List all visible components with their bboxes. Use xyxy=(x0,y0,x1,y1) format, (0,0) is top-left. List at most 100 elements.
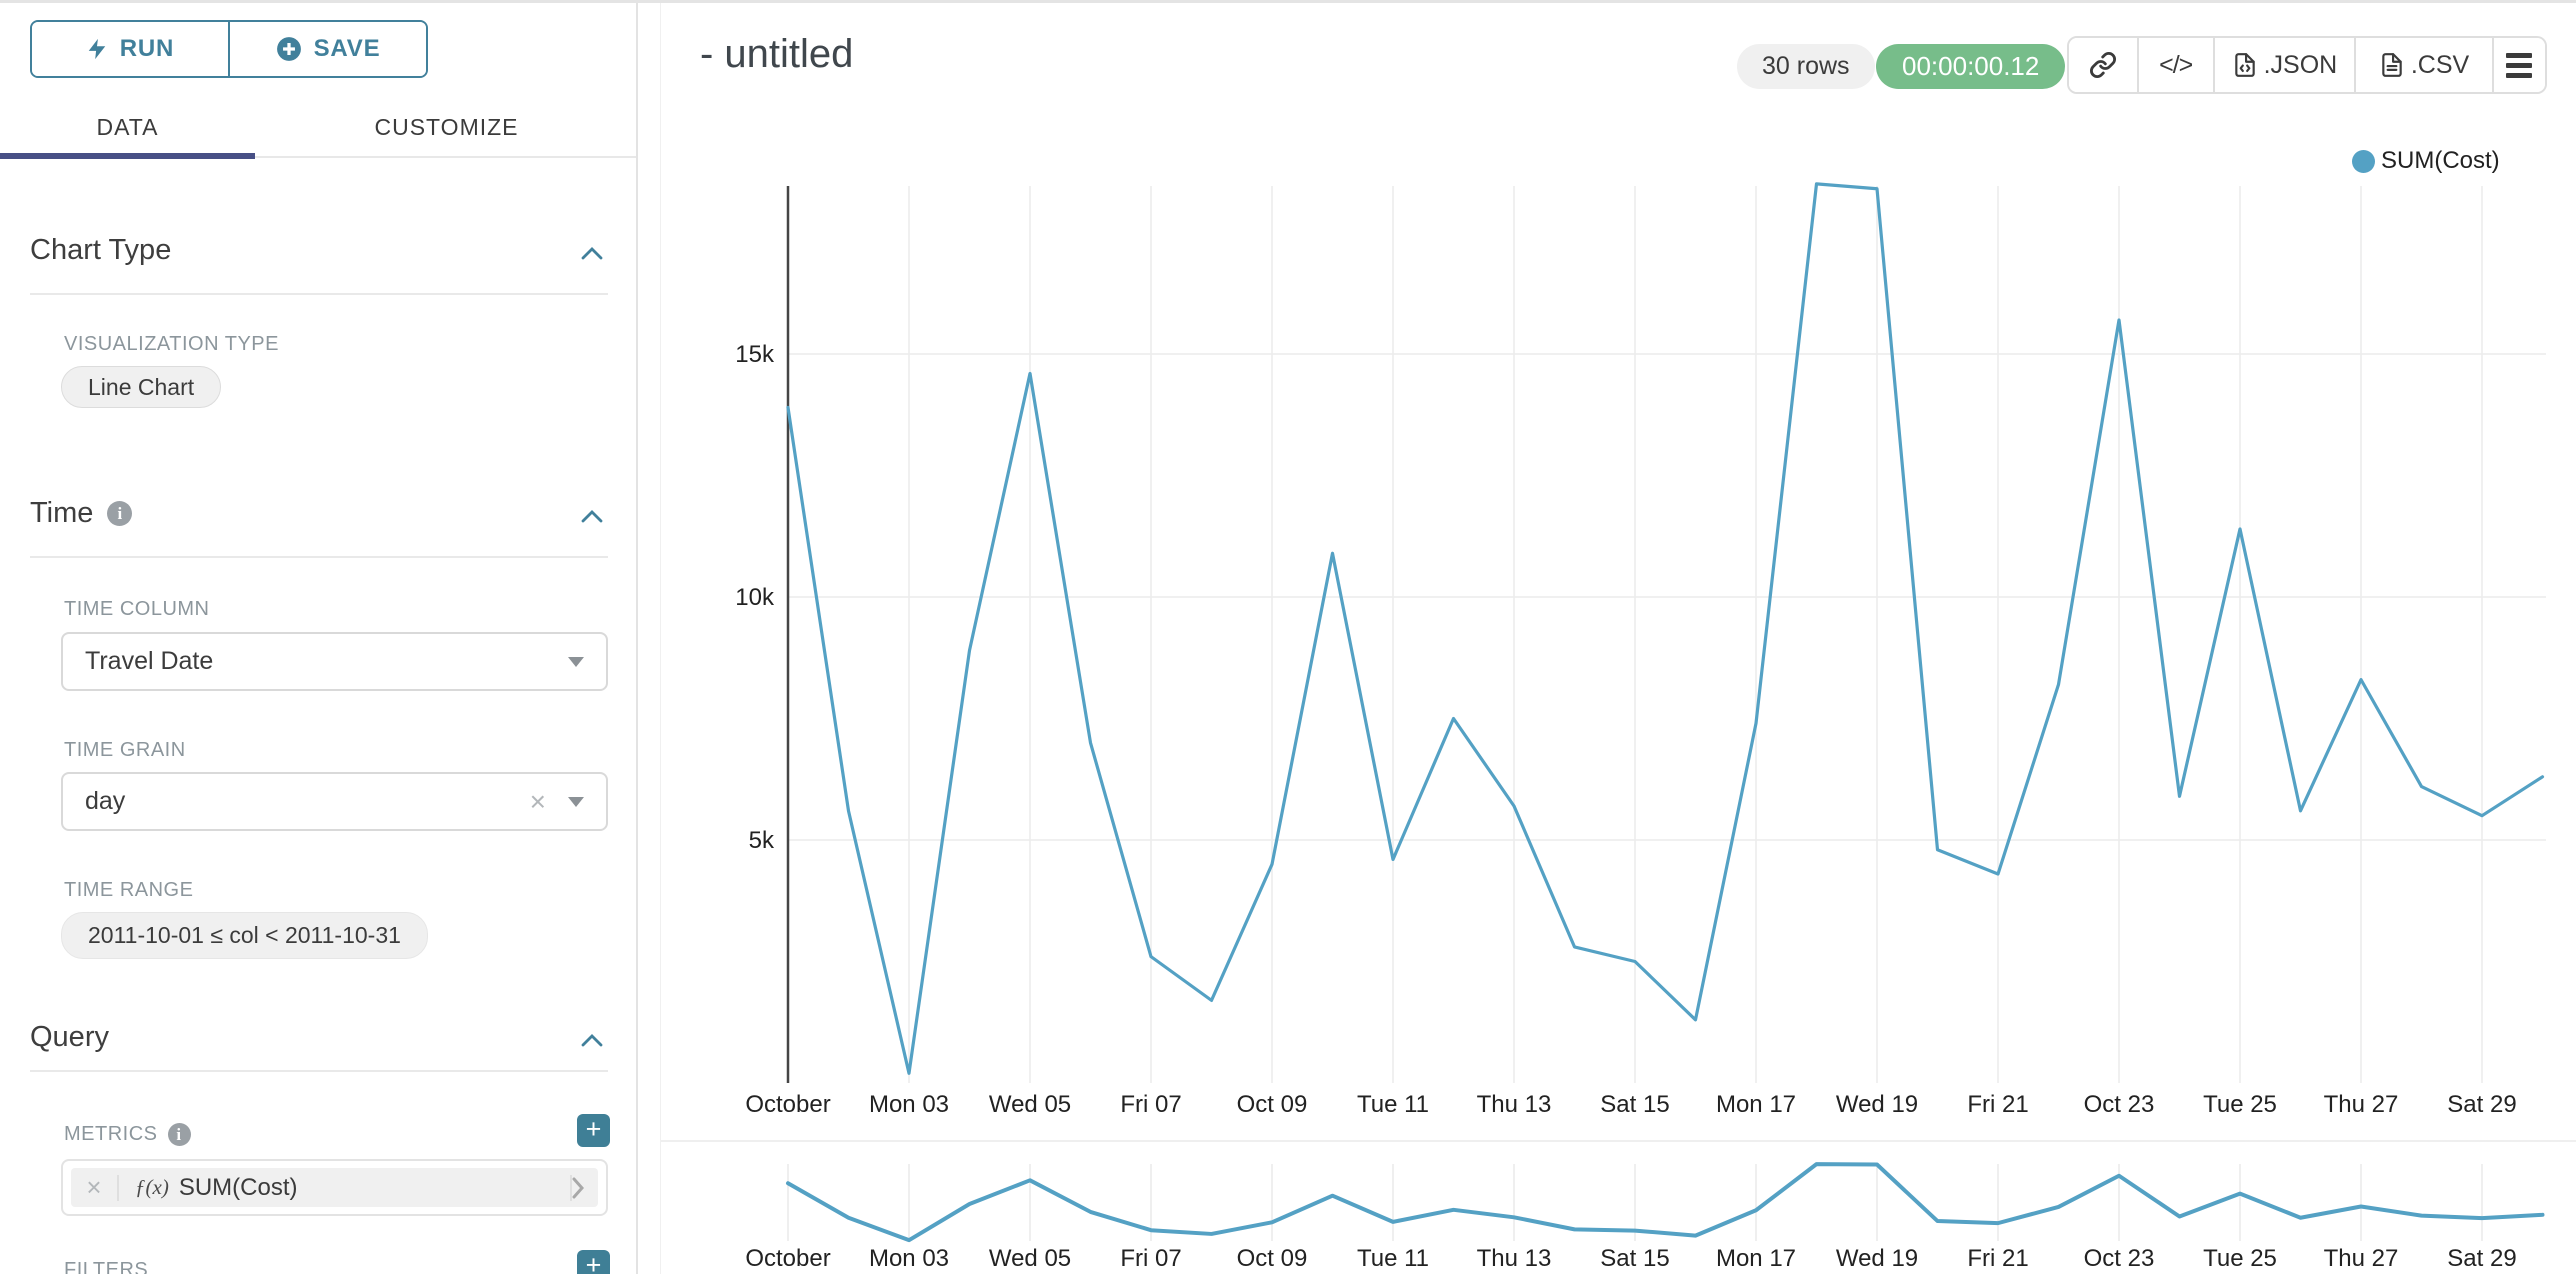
metrics-label: METRICS xyxy=(64,1123,158,1145)
group-divider xyxy=(2136,38,2139,92)
tab-customize[interactable]: CUSTOMIZE xyxy=(374,114,519,140)
svg-text:Mon 17: Mon 17 xyxy=(1716,1091,1796,1118)
legend-label: SUM(Cost) xyxy=(2381,147,2500,174)
link-icon xyxy=(2089,52,2116,78)
chart-legend[interactable]: SUM(Cost) xyxy=(2352,147,2500,175)
section-chart-type-title: Chart Type xyxy=(30,234,172,266)
metrics-label-row: METRICS i xyxy=(64,1123,191,1146)
run-button[interactable]: RUN xyxy=(32,22,228,76)
time-range-value[interactable]: 2011-10-01 ≤ col < 2011-10-31 xyxy=(61,912,428,959)
svg-text:Oct 23: Oct 23 xyxy=(2084,1245,2155,1272)
group-divider xyxy=(2354,38,2357,92)
save-button[interactable]: SAVE xyxy=(230,22,426,76)
control-sidebar: RUN SAVE DATA CUSTOMIZE Chart Type VISUA… xyxy=(0,3,638,1274)
export-button-group: </> .JSON .CSV xyxy=(2067,36,2547,94)
file-code-icon xyxy=(2234,53,2255,77)
view-query-button[interactable]: </> xyxy=(2138,38,2213,92)
svg-text:Oct 23: Oct 23 xyxy=(2084,1091,2155,1118)
svg-text:Fri 07: Fri 07 xyxy=(1120,1245,1181,1272)
menu-button[interactable] xyxy=(2493,38,2545,92)
svg-text:Sat 15: Sat 15 xyxy=(1600,1091,1669,1118)
svg-text:Fri 21: Fri 21 xyxy=(1967,1245,2028,1272)
metric-value: SUM(Cost) xyxy=(178,1173,298,1201)
time-column-select[interactable]: Travel Date xyxy=(61,632,608,691)
section-time-title: Time i xyxy=(30,497,133,530)
section-query-title: Query xyxy=(30,1021,109,1053)
chevron-up-icon[interactable] xyxy=(580,509,604,524)
svg-text:Fri 21: Fri 21 xyxy=(1967,1091,2028,1118)
section-divider xyxy=(30,1070,608,1072)
svg-text:Wed 05: Wed 05 xyxy=(989,1245,1071,1272)
top-border xyxy=(0,0,2576,3)
remove-metric-icon[interactable]: × xyxy=(86,1172,102,1202)
metrics-container: × ƒ(x) SUM(Cost) xyxy=(61,1159,608,1216)
file-text-icon xyxy=(2382,53,2402,77)
svg-text:Thu 13: Thu 13 xyxy=(1477,1091,1552,1118)
metric-pill[interactable]: × ƒ(x) SUM(Cost) xyxy=(71,1168,598,1207)
svg-text:October: October xyxy=(745,1245,830,1272)
svg-text:Tue 11: Tue 11 xyxy=(1357,1091,1429,1118)
add-metric-button[interactable]: + xyxy=(577,1114,610,1147)
save-button-label: SAVE xyxy=(313,35,381,62)
svg-text:Tue 25: Tue 25 xyxy=(2203,1091,2277,1118)
svg-text:Thu 27: Thu 27 xyxy=(2324,1091,2399,1118)
svg-text:Tue 25: Tue 25 xyxy=(2203,1245,2277,1272)
function-icon: ƒ(x) xyxy=(135,1175,169,1199)
group-divider xyxy=(2491,38,2494,92)
group-divider xyxy=(2212,38,2215,92)
info-icon[interactable]: i xyxy=(107,501,133,526)
export-json-button[interactable]: .JSON xyxy=(2214,38,2355,92)
query-timer-badge: 00:00:00.12 xyxy=(1876,44,2066,89)
filters-label: FILTERS xyxy=(64,1259,149,1274)
export-json-label: .JSON xyxy=(2263,50,2338,79)
pill-divider xyxy=(117,1174,119,1201)
copy-link-button[interactable] xyxy=(2069,38,2137,92)
visualization-type-value[interactable]: Line Chart xyxy=(61,366,222,408)
active-tab-underline xyxy=(0,153,255,159)
info-icon[interactable]: i xyxy=(167,1123,191,1146)
chevron-down-icon xyxy=(568,656,584,667)
time-title-text: Time xyxy=(30,497,94,529)
legend-dot xyxy=(2352,149,2375,173)
export-csv-button[interactable]: .CSV xyxy=(2356,38,2492,92)
svg-text:Oct 09: Oct 09 xyxy=(1237,1091,1308,1118)
chart-title[interactable]: - untitled xyxy=(700,32,854,76)
svg-text:October: October xyxy=(745,1091,830,1118)
clear-icon[interactable]: × xyxy=(529,785,546,817)
tab-data[interactable]: DATA xyxy=(96,114,159,140)
main-panel-border xyxy=(660,3,661,1274)
run-button-label: RUN xyxy=(119,35,175,62)
time-grain-select[interactable]: day × xyxy=(61,772,608,831)
chevron-up-icon[interactable] xyxy=(580,1033,604,1048)
svg-text:Sat 29: Sat 29 xyxy=(2447,1245,2516,1272)
svg-text:Mon 03: Mon 03 xyxy=(869,1091,949,1118)
chevron-down-icon xyxy=(568,796,584,807)
button-divider xyxy=(228,22,230,76)
svg-text:15k: 15k xyxy=(735,341,775,368)
section-divider xyxy=(30,293,608,295)
time-grain-label: TIME GRAIN xyxy=(64,739,186,761)
chevron-right-icon xyxy=(572,1177,584,1198)
export-csv-label: .CSV xyxy=(2410,50,2470,79)
time-grain-value: day xyxy=(85,787,126,815)
plus-circle-icon xyxy=(276,37,301,61)
svg-text:Mon 03: Mon 03 xyxy=(869,1245,949,1272)
svg-text:Mon 17: Mon 17 xyxy=(1716,1245,1796,1272)
chevron-up-icon[interactable] xyxy=(580,246,604,261)
svg-text:Tue 11: Tue 11 xyxy=(1357,1245,1429,1272)
svg-text:Wed 19: Wed 19 xyxy=(1836,1245,1918,1272)
svg-text:10k: 10k xyxy=(735,584,775,611)
svg-text:Sat 15: Sat 15 xyxy=(1600,1245,1669,1272)
svg-text:Thu 13: Thu 13 xyxy=(1477,1245,1552,1272)
time-range-label: TIME RANGE xyxy=(64,879,194,901)
svg-text:Wed 05: Wed 05 xyxy=(989,1091,1071,1118)
svg-text:Fri 07: Fri 07 xyxy=(1120,1091,1181,1118)
time-column-label: TIME COLUMN xyxy=(64,598,210,620)
svg-text:5k: 5k xyxy=(749,827,775,854)
svg-text:Wed 19: Wed 19 xyxy=(1836,1091,1918,1118)
visualization-type-label: VISUALIZATION TYPE xyxy=(64,333,279,355)
add-filter-button[interactable]: + xyxy=(577,1250,610,1274)
run-save-button-group: RUN SAVE xyxy=(30,20,428,78)
section-divider xyxy=(30,556,608,558)
